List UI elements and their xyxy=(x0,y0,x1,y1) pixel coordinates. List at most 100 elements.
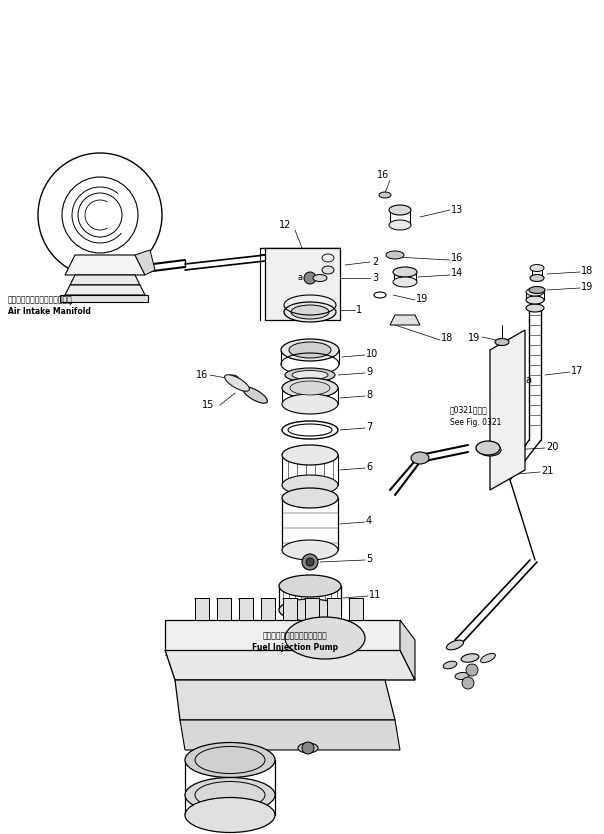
Text: 12: 12 xyxy=(279,220,291,230)
Polygon shape xyxy=(65,285,145,295)
Ellipse shape xyxy=(289,342,331,358)
Circle shape xyxy=(466,664,478,676)
Circle shape xyxy=(462,677,474,689)
Ellipse shape xyxy=(476,441,500,455)
Ellipse shape xyxy=(282,540,338,560)
Text: 14: 14 xyxy=(451,268,463,278)
Text: Air Intake Manifold: Air Intake Manifold xyxy=(8,307,91,315)
Polygon shape xyxy=(265,248,340,320)
Ellipse shape xyxy=(479,444,501,456)
Ellipse shape xyxy=(282,378,338,398)
Text: 1: 1 xyxy=(356,305,362,315)
Text: 10: 10 xyxy=(366,349,378,359)
Ellipse shape xyxy=(446,641,463,650)
Polygon shape xyxy=(135,250,155,275)
Polygon shape xyxy=(70,275,140,285)
Circle shape xyxy=(302,554,318,570)
Text: 11: 11 xyxy=(369,590,381,600)
Ellipse shape xyxy=(379,192,391,198)
Ellipse shape xyxy=(185,797,275,832)
Ellipse shape xyxy=(411,452,429,464)
Text: 3: 3 xyxy=(372,273,378,283)
Ellipse shape xyxy=(386,251,404,259)
Text: 16: 16 xyxy=(196,370,208,380)
Ellipse shape xyxy=(291,305,329,319)
Ellipse shape xyxy=(530,264,544,272)
Text: 4: 4 xyxy=(366,516,372,526)
Ellipse shape xyxy=(285,617,365,659)
Circle shape xyxy=(306,558,314,566)
Text: 15: 15 xyxy=(202,400,214,410)
Ellipse shape xyxy=(443,661,457,669)
Ellipse shape xyxy=(279,575,341,597)
Text: エアーインテークマニホールド: エアーインテークマニホールド xyxy=(8,295,72,304)
Text: a: a xyxy=(298,274,303,283)
Ellipse shape xyxy=(322,254,334,262)
Polygon shape xyxy=(239,598,253,620)
Polygon shape xyxy=(390,315,420,325)
Polygon shape xyxy=(180,720,400,750)
Polygon shape xyxy=(490,330,525,490)
Text: 5: 5 xyxy=(366,554,372,564)
Text: 6: 6 xyxy=(366,462,372,472)
Ellipse shape xyxy=(292,370,328,379)
Text: 17: 17 xyxy=(571,366,583,376)
Ellipse shape xyxy=(455,672,469,680)
Text: 16: 16 xyxy=(377,170,389,180)
Text: 20: 20 xyxy=(546,442,558,452)
Text: 18: 18 xyxy=(441,333,453,343)
Ellipse shape xyxy=(185,742,275,777)
Text: 16: 16 xyxy=(451,253,463,263)
Ellipse shape xyxy=(526,288,544,296)
Ellipse shape xyxy=(279,599,341,621)
Ellipse shape xyxy=(313,274,327,282)
Ellipse shape xyxy=(526,296,544,304)
Ellipse shape xyxy=(389,205,411,215)
Polygon shape xyxy=(65,255,145,275)
Polygon shape xyxy=(400,620,415,680)
Text: 2: 2 xyxy=(372,257,378,267)
Ellipse shape xyxy=(322,266,334,274)
Polygon shape xyxy=(305,598,319,620)
Ellipse shape xyxy=(529,287,545,294)
Ellipse shape xyxy=(282,475,338,495)
Ellipse shape xyxy=(243,387,268,403)
Polygon shape xyxy=(261,598,275,620)
Ellipse shape xyxy=(185,777,275,812)
Ellipse shape xyxy=(282,394,338,414)
Text: 7: 7 xyxy=(366,422,372,432)
Ellipse shape xyxy=(393,277,417,287)
Text: 図0321図参照: 図0321図参照 xyxy=(450,405,488,414)
Ellipse shape xyxy=(282,445,338,465)
Ellipse shape xyxy=(389,220,411,230)
Text: 21: 21 xyxy=(541,466,553,476)
Circle shape xyxy=(302,742,314,754)
Text: 18: 18 xyxy=(581,266,593,276)
Ellipse shape xyxy=(284,302,336,322)
Ellipse shape xyxy=(226,375,238,381)
Text: 19: 19 xyxy=(581,282,593,292)
Ellipse shape xyxy=(298,743,318,753)
Text: 13: 13 xyxy=(451,205,463,215)
Polygon shape xyxy=(165,650,415,680)
Text: 19: 19 xyxy=(416,294,428,304)
Ellipse shape xyxy=(225,374,249,391)
Text: 19: 19 xyxy=(467,333,480,343)
Ellipse shape xyxy=(285,368,335,382)
Ellipse shape xyxy=(481,653,495,663)
Polygon shape xyxy=(60,295,148,302)
Polygon shape xyxy=(195,598,209,620)
Text: 9: 9 xyxy=(366,367,372,377)
Text: 8: 8 xyxy=(366,390,372,400)
Polygon shape xyxy=(217,598,231,620)
Ellipse shape xyxy=(526,304,544,312)
Circle shape xyxy=(304,272,316,284)
Text: Fuel Injection Pump: Fuel Injection Pump xyxy=(252,644,338,652)
Polygon shape xyxy=(349,598,363,620)
Ellipse shape xyxy=(282,488,338,508)
Text: フェルインジェクションポンプ: フェルインジェクションポンプ xyxy=(263,631,327,641)
Polygon shape xyxy=(327,598,341,620)
Polygon shape xyxy=(165,620,400,650)
Ellipse shape xyxy=(290,381,330,395)
Polygon shape xyxy=(283,598,297,620)
